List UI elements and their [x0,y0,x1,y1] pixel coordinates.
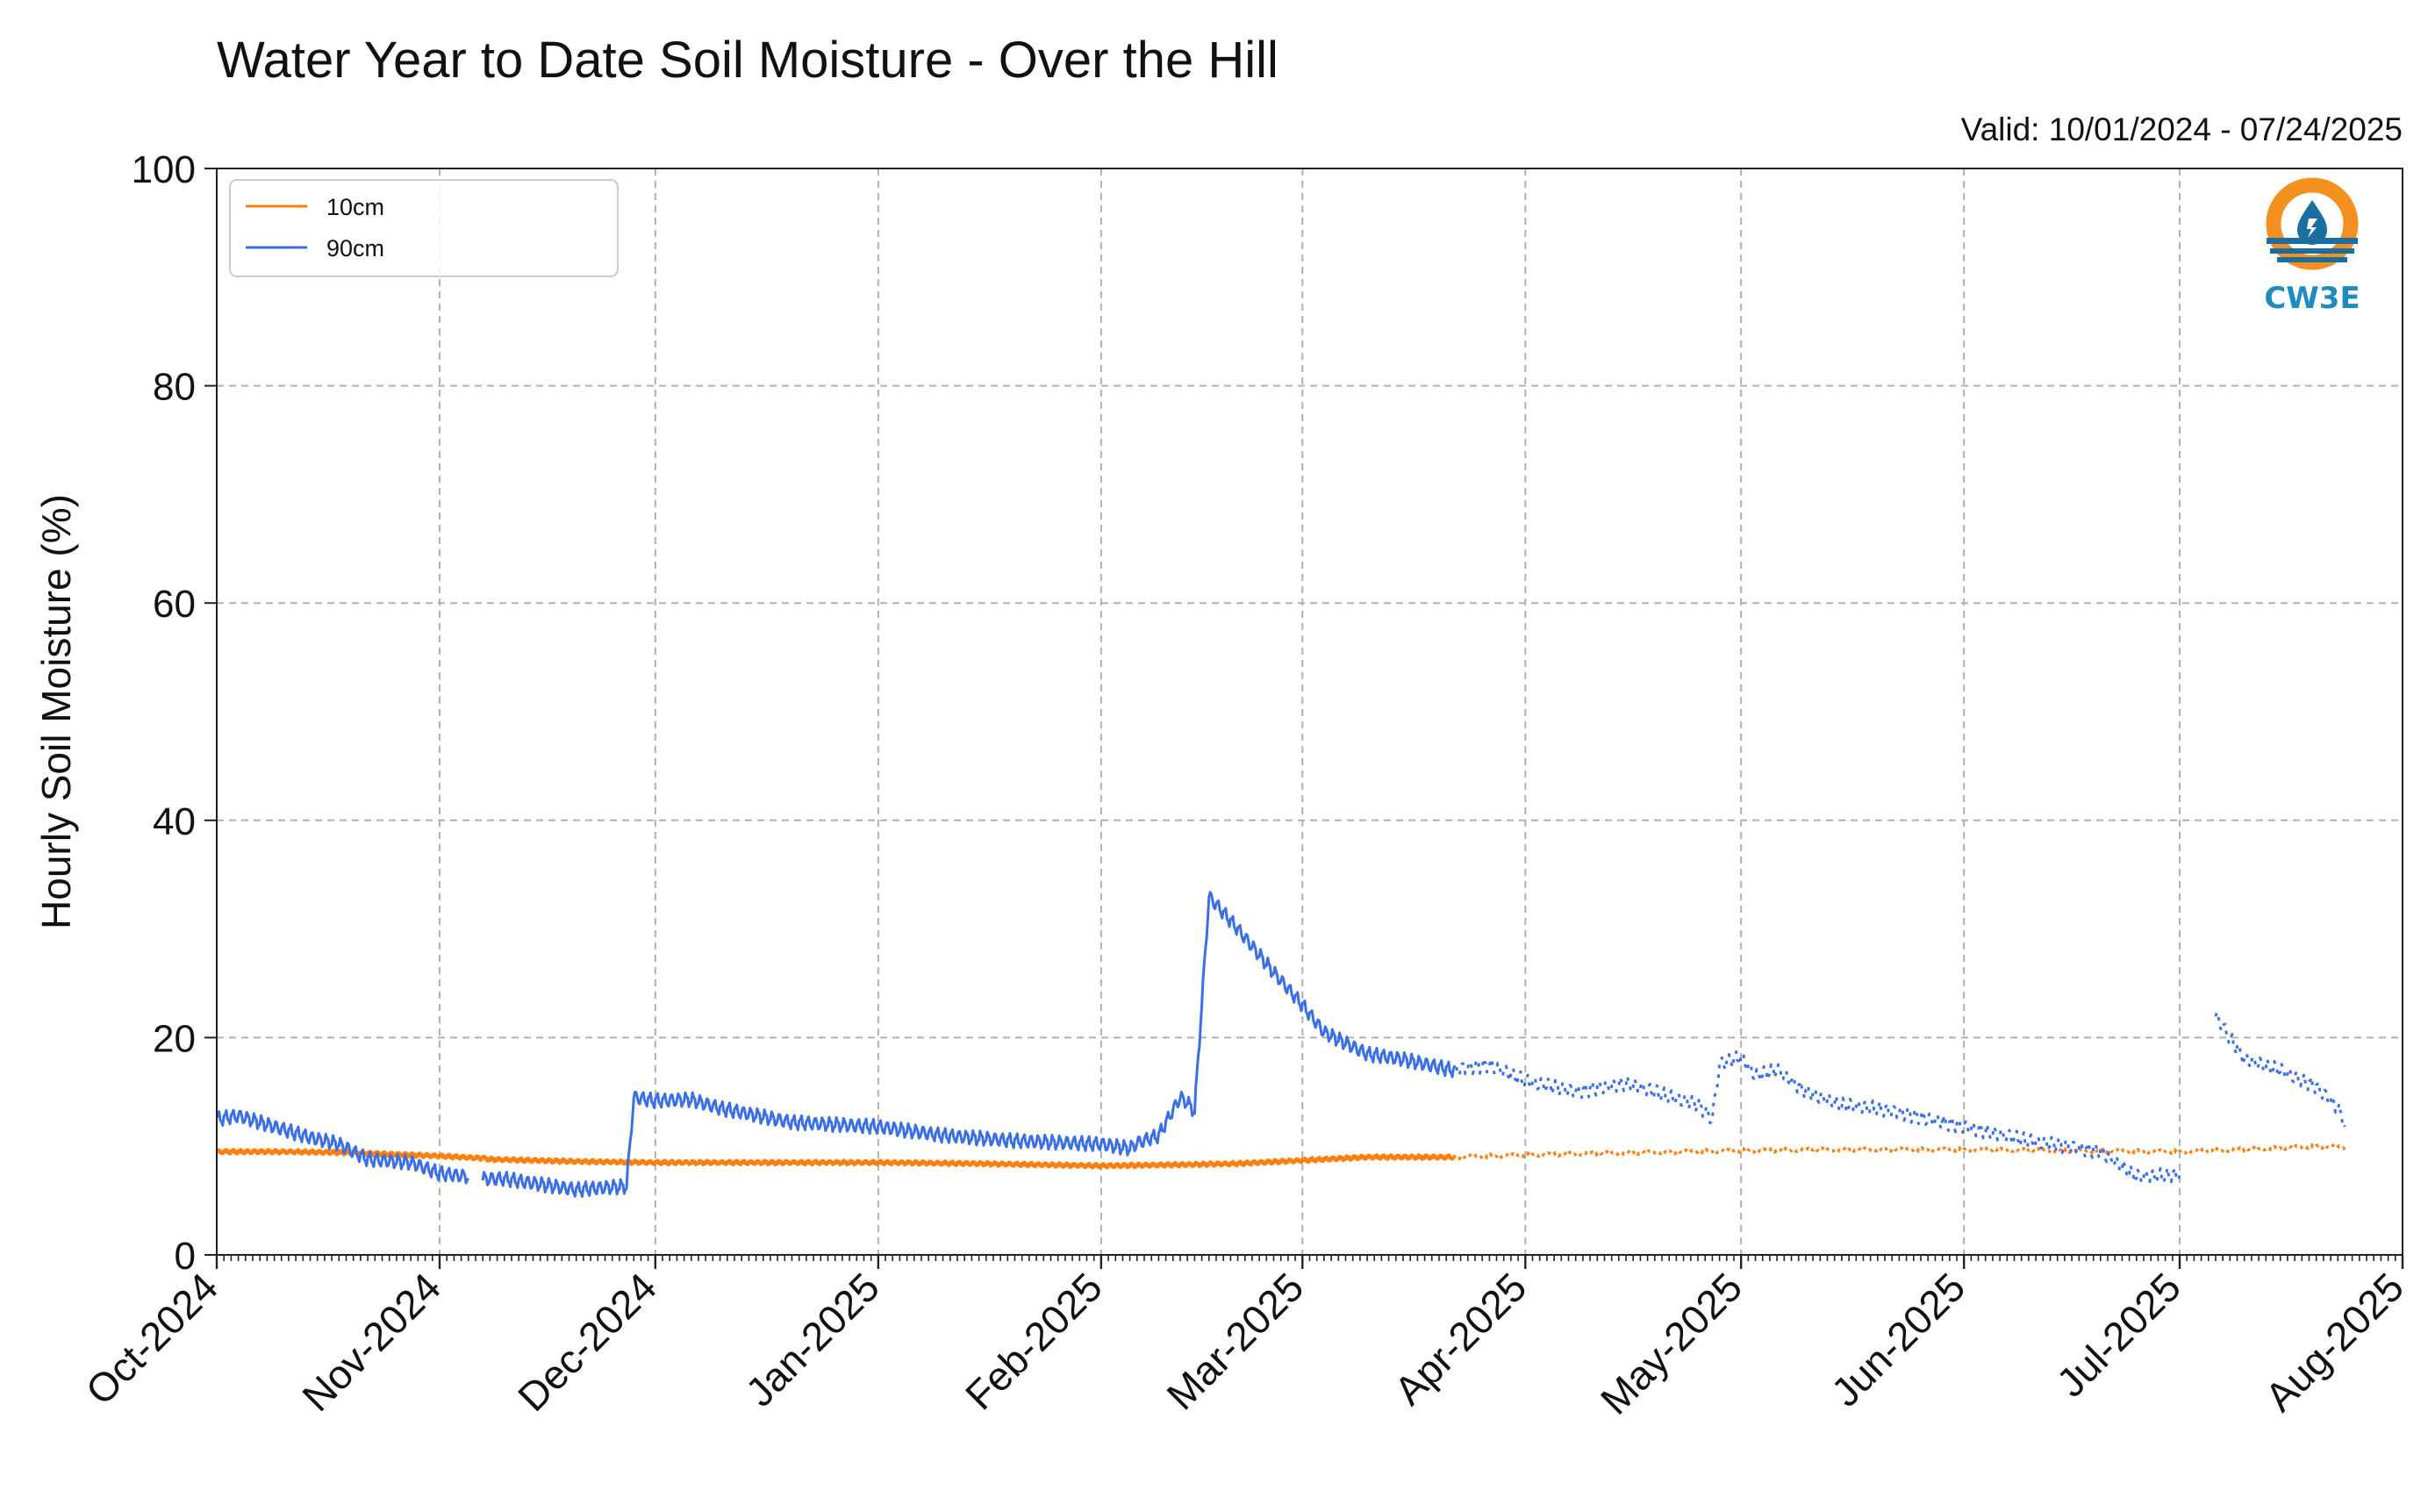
wave-band-icon [2277,257,2347,262]
series-90cm [215,891,2346,1198]
lightning-icon [2307,219,2317,238]
y-ticks [204,168,217,1256]
series-line-90cm [1941,1114,2181,1185]
valid-date-range: Valid: 10/01/2024 - 07/24/2025 [1961,111,2403,147]
y-tick-label: 20 [153,1017,196,1060]
y-tick-label: 0 [175,1235,196,1278]
series-line-90cm [215,1108,469,1185]
wave-band-icon [2267,238,2358,244]
series-line-90cm [2214,1010,2346,1128]
x-major-ticks [215,1255,2404,1269]
y-tick-label: 60 [153,583,196,626]
series-line-10cm [481,1153,1456,1170]
legend-label-10cm: 10cm [326,194,384,220]
cw3e-logo: CW3E [2264,177,2360,316]
grid [217,168,2403,1255]
chart-title: Water Year to Date Soil Moisture - Over … [217,32,1278,89]
series-layer [215,891,2346,1198]
series-line-90cm [481,891,1455,1198]
y-tick-labels: 0 20 40 60 80 100 [132,148,196,1278]
y-tick-label: 100 [132,148,196,191]
y-tick-label: 40 [153,800,196,843]
wave-band-icon [2270,248,2354,254]
legend-box [229,179,619,277]
y-axis-label: Hourly Soil Moisture (%) [33,494,79,929]
logo-text: CW3E [2264,281,2360,316]
legend: 10cm 90cm [229,179,619,277]
series-line-10cm [1452,1143,2346,1161]
y-tick-label: 80 [153,366,196,409]
legend-label-90cm: 90cm [326,235,384,262]
